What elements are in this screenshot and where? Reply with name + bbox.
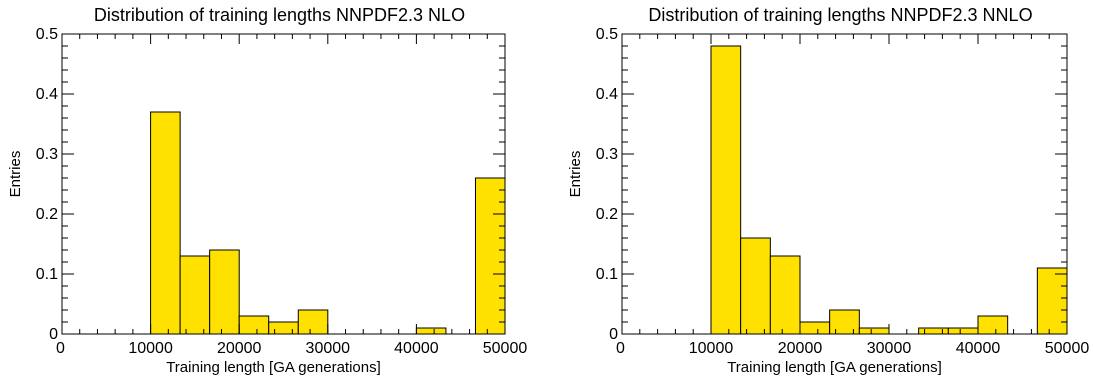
chart-title: Distribution of training lengths NNPDF2.…	[648, 5, 1032, 25]
x-axis-label: Training length [GA generations]	[727, 359, 942, 376]
y-tick-label: 0.5	[596, 26, 618, 43]
histogram-bar	[947, 327, 979, 335]
histogram-chart-nnlo: 0 0.1 0.2 0.3 0.4 0.5 0 10000 20000 30000 40000 500…	[567, 5, 1090, 376]
histogram-bar	[918, 327, 949, 335]
y-tick-label: 0	[49, 326, 58, 343]
y-tick-label: 0.2	[596, 206, 618, 223]
x-tick-label: 40000	[956, 340, 1001, 357]
y-tick-label: 0.2	[36, 206, 58, 223]
histogram-bar	[799, 321, 831, 335]
y-tick-label: 0.5	[36, 26, 58, 43]
histogram-panel-nnlo: 0 0.1 0.2 0.3 0.4 0.5 0 10000 20000 30000 40000 500…	[546, 0, 1093, 378]
x-tick-label: 10000	[689, 340, 734, 357]
plot-frame	[621, 33, 1068, 335]
histogram-bar	[209, 249, 240, 335]
histogram-bar	[474, 177, 506, 335]
y-axis-label: Entries	[7, 151, 24, 198]
x-tick-label: 50000	[1045, 340, 1090, 357]
histogram-bar	[858, 327, 890, 335]
histogram-bar	[740, 237, 771, 335]
histogram-chart-nlo: 0 0.1 0.2 0.3 0.4 0.5 0 10000 20000 30000 40000 500…	[7, 5, 528, 376]
histogram-panel-nlo: 0 0.1 0.2 0.3 0.4 0.5 0 10000 20000 30000 40000 500…	[0, 0, 546, 378]
histogram-bar	[268, 321, 299, 335]
x-tick-label: 20000	[217, 340, 262, 357]
y-tick-label: 0.4	[596, 86, 618, 103]
histogram-bar	[1036, 267, 1068, 335]
y-tick-label: 0.4	[36, 86, 58, 103]
histogram-bar	[710, 45, 742, 335]
x-tick-label: 50000	[483, 340, 528, 357]
x-tick-label: 40000	[394, 340, 439, 357]
histogram-bar	[829, 309, 860, 335]
y-tick-label: 0.1	[36, 266, 58, 283]
x-tick-label: 0	[616, 340, 625, 357]
histogram-bar	[769, 255, 801, 335]
y-tick-label: 0.1	[596, 266, 618, 283]
histogram-bar	[977, 315, 1009, 335]
plot-frame	[61, 33, 506, 335]
y-tick-label: 0.3	[596, 146, 618, 163]
y-axis-label: Entries	[567, 151, 584, 198]
x-tick-label: 20000	[778, 340, 823, 357]
chart-title: Distribution of training lengths NNPDF2.…	[94, 5, 465, 25]
histogram-bar	[415, 327, 447, 335]
histogram-bar	[238, 315, 270, 335]
histogram-bar	[150, 111, 181, 335]
histogram-bar	[297, 309, 329, 335]
x-tick-label: 30000	[306, 340, 351, 357]
x-tick-label: 30000	[867, 340, 912, 357]
x-axis-label: Training length [GA generations]	[166, 359, 381, 376]
y-tick-label: 0.3	[36, 146, 58, 163]
histogram-bar	[179, 255, 211, 335]
x-tick-label: 10000	[128, 340, 173, 357]
y-tick-label: 0	[609, 326, 618, 343]
x-tick-label: 0	[56, 340, 65, 357]
